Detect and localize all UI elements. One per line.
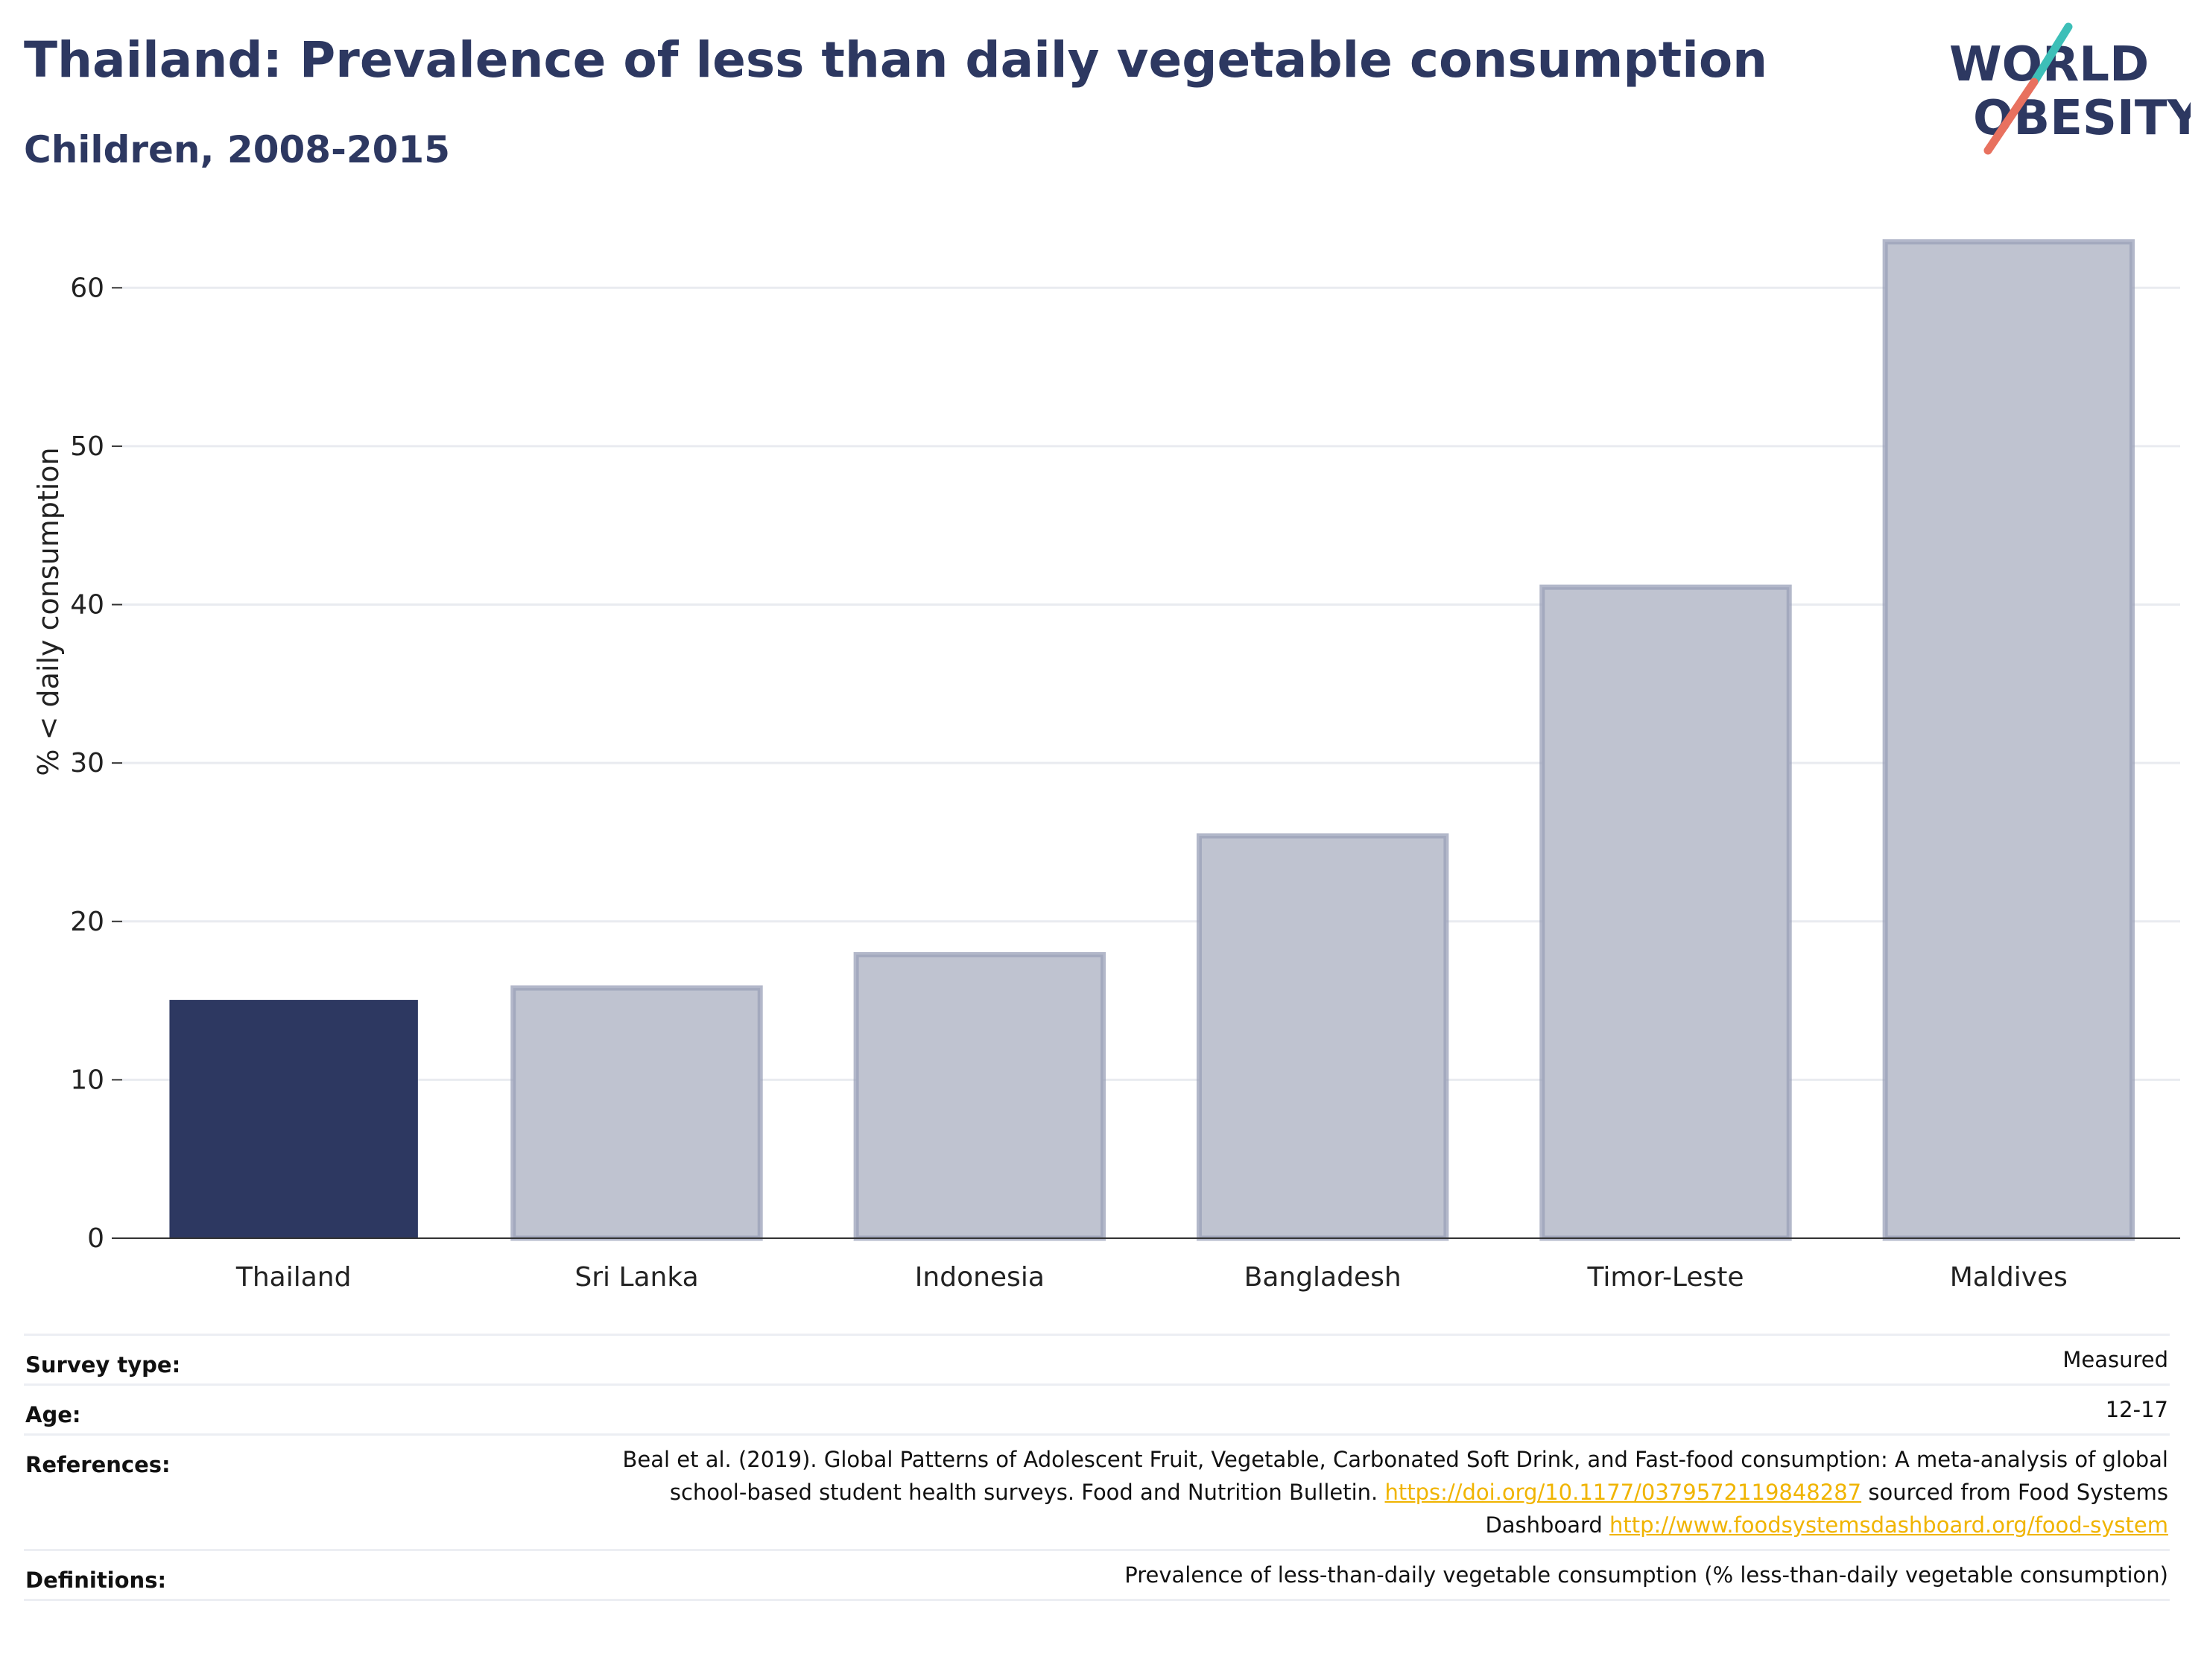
references-link-doi[interactable]: https://doi.org/10.1177/0379572119848287 xyxy=(1384,1480,1862,1505)
x-tick-label: Bangladesh xyxy=(1244,1262,1402,1293)
age-value: 12-17 xyxy=(2105,1397,2168,1422)
world-obesity-logo: WORLD OBESITY xyxy=(1949,22,2191,155)
bar-thailand xyxy=(169,1000,418,1239)
references-link-dashboard[interactable]: http://www.foodsystemsdashboard.org/food… xyxy=(1609,1512,2168,1538)
survey-type-label: Survey type: xyxy=(25,1352,181,1378)
y-tick-label: 50 xyxy=(70,431,104,462)
y-tick-label: 30 xyxy=(70,748,104,779)
x-tick-label: Sri Lanka xyxy=(574,1262,698,1293)
x-tick-label: Indonesia xyxy=(915,1262,1045,1293)
x-tick-label: Timor-Leste xyxy=(1586,1262,1744,1293)
references-text-2: sourced from Food Systems Dashboard xyxy=(1485,1480,2168,1538)
y-tick-label: 40 xyxy=(70,590,104,621)
bar-bangladesh xyxy=(1196,833,1449,1241)
bar-timor-leste xyxy=(1539,584,1792,1241)
x-tick-labels: Thailand Sri Lanka Indonesia Bangladesh Timo… xyxy=(235,1262,2068,1293)
bar-sri-lanka xyxy=(510,985,763,1241)
y-tick-label: 60 xyxy=(70,273,104,303)
bar-indonesia xyxy=(853,951,1106,1241)
bar-chart: 0 10 20 30 40 50 60 Thailand Sri Lanka Indonesia… xyxy=(32,239,2180,1293)
info-row-survey-type: Survey type: Measured xyxy=(24,1334,2170,1383)
references-value: Beal et al. (2019). Global Patterns of A… xyxy=(581,1436,2168,1549)
x-tick-label: Thailand xyxy=(235,1262,352,1293)
info-row-age: Age: 12-17 xyxy=(24,1383,2170,1433)
bar-maldives xyxy=(1882,239,2135,1241)
y-axis-label: % < daily consumption xyxy=(32,447,65,776)
logo-slash-teal xyxy=(2030,22,2073,86)
references-label: References: xyxy=(25,1452,171,1477)
bars xyxy=(169,239,2135,1241)
definitions-value: Prevalence of less-than-daily vegetable … xyxy=(1124,1562,2168,1588)
definitions-label: Definitions: xyxy=(25,1568,167,1593)
survey-type-value: Measured xyxy=(2062,1347,2168,1372)
page-title: Thailand: Prevalence of less than daily … xyxy=(24,31,1768,89)
y-tick-label: 20 xyxy=(70,907,104,937)
age-label: Age: xyxy=(25,1402,81,1427)
logo-slash-coral xyxy=(1983,77,2039,155)
references-text-1: Beal et al. (2019). Global Patterns of A… xyxy=(622,1447,2168,1505)
info-table: Survey type: Measured Age: 12-17 Referen… xyxy=(24,1334,2170,1601)
info-row-references: References: Beal et al. (2019). Global P… xyxy=(24,1433,2170,1549)
info-row-definitions: Definitions: Prevalence of less-than-dai… xyxy=(24,1549,2170,1601)
y-tick-labels: 0 10 20 30 40 50 60 xyxy=(70,273,122,1254)
y-tick-label: 10 xyxy=(70,1065,104,1095)
grid-lines xyxy=(122,286,2180,1081)
y-tick-label: 0 xyxy=(87,1223,104,1254)
page-subtitle: Children, 2008-2015 xyxy=(24,128,450,171)
x-tick-label: Maldives xyxy=(1950,1262,2068,1293)
